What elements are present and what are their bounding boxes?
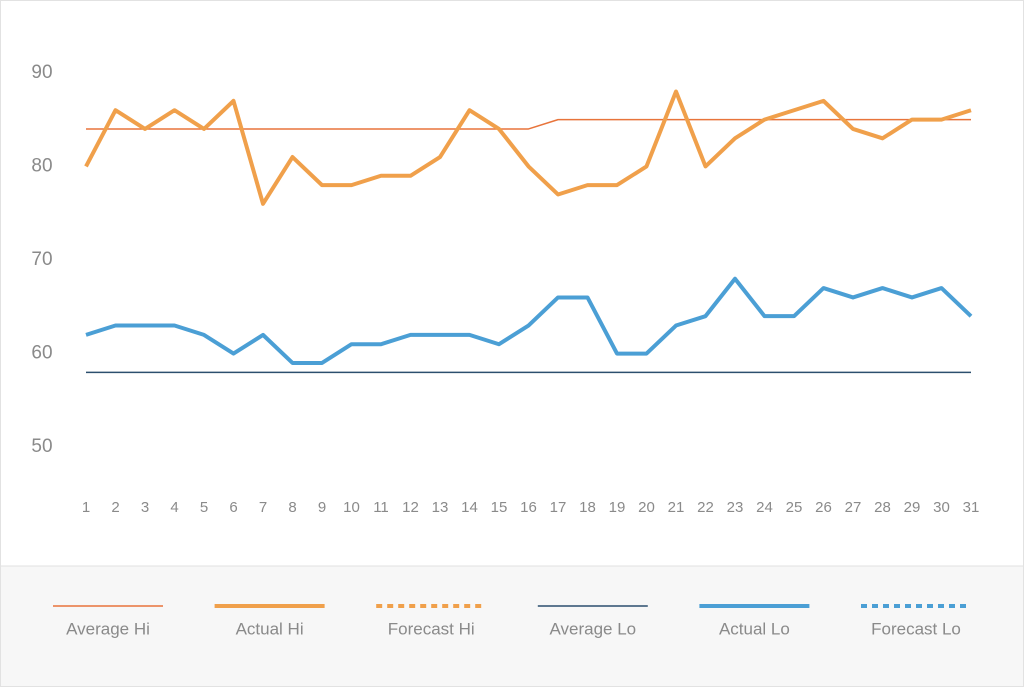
series-line — [84, 89, 972, 206]
x-tick-label: 9 — [318, 499, 326, 516]
legend-label: Actual Lo — [719, 619, 790, 638]
legend-panel — [1, 566, 1023, 686]
x-tick-label: 21 — [668, 499, 685, 516]
series-line — [86, 118, 971, 130]
legend-label: Average Lo — [549, 619, 636, 638]
x-tick-label: 26 — [815, 499, 832, 516]
x-tick-label: 29 — [904, 499, 921, 516]
x-tick-label: 3 — [141, 499, 149, 516]
x-tick-label: 15 — [491, 499, 508, 516]
x-tick-label: 8 — [288, 499, 296, 516]
legend-label: Forecast Hi — [388, 619, 475, 638]
legend-label: Average Hi — [66, 619, 150, 638]
y-tick-label: 60 — [31, 343, 52, 364]
x-tick-label: 11 — [373, 499, 389, 516]
x-tick-label: 22 — [697, 499, 714, 516]
y-tick-label: 50 — [31, 436, 52, 457]
x-tick-label: 23 — [727, 499, 744, 516]
x-tick-label: 2 — [111, 499, 119, 516]
y-tick-label: 90 — [31, 62, 52, 83]
x-tick-label: 7 — [259, 499, 267, 516]
x-tick-label: 18 — [579, 499, 596, 516]
x-tick-label: 19 — [609, 499, 626, 516]
x-tick-label: 27 — [845, 499, 862, 516]
x-tick-label: 14 — [461, 499, 478, 516]
legend-label: Forecast Lo — [871, 619, 961, 638]
x-tick-label: 13 — [432, 499, 449, 516]
x-tick-label: 31 — [963, 499, 980, 516]
y-tick-label: 70 — [31, 249, 52, 270]
x-tick-label: 6 — [229, 499, 237, 516]
series-line — [85, 276, 973, 365]
x-tick-label: 20 — [638, 499, 655, 516]
x-tick-label: 28 — [874, 499, 891, 516]
y-tick-label: 80 — [31, 155, 52, 176]
x-tick-label: 16 — [520, 499, 537, 516]
x-tick-label: 1 — [82, 499, 90, 516]
x-tick-label: 12 — [402, 499, 419, 516]
x-tick-label: 4 — [170, 499, 178, 516]
legend-label: Actual Hi — [236, 619, 304, 638]
x-tick-label: 30 — [933, 499, 950, 516]
x-tick-label: 5 — [200, 499, 208, 516]
x-tick-label: 10 — [343, 499, 360, 516]
x-tick-label: 25 — [786, 499, 803, 516]
x-tick-label: 24 — [756, 499, 773, 516]
x-tick-label: 17 — [550, 499, 567, 516]
